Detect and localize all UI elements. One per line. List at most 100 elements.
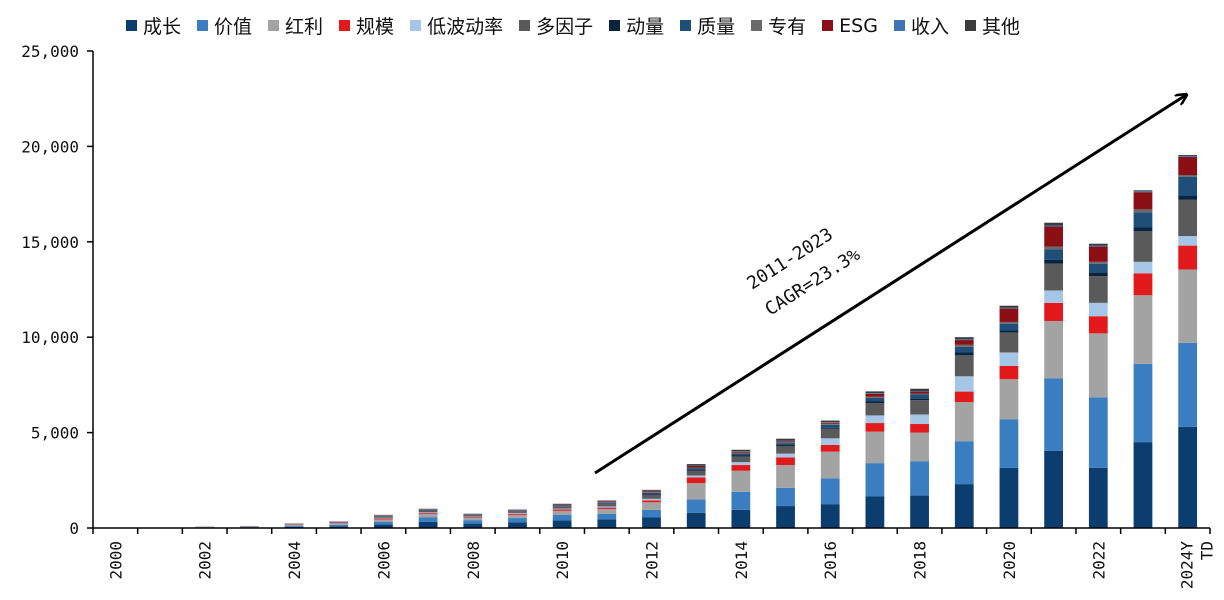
bar-segment bbox=[776, 440, 795, 442]
bar-segment bbox=[552, 504, 572, 506]
trend-arrow bbox=[594, 95, 1186, 475]
bar-segment bbox=[865, 396, 885, 398]
bar-segment bbox=[910, 414, 929, 425]
bar-segment bbox=[954, 340, 974, 345]
legend-label: 价值 bbox=[214, 16, 253, 38]
bar-segment bbox=[999, 321, 1019, 324]
bar-segment bbox=[1088, 397, 1108, 468]
bar-segment bbox=[999, 332, 1019, 353]
bar-segment bbox=[1088, 272, 1108, 277]
bar-segment bbox=[776, 445, 795, 446]
bar-segment bbox=[865, 391, 885, 394]
legend-item: 专有 bbox=[751, 12, 806, 39]
bar-segment bbox=[508, 514, 527, 519]
bar-segment bbox=[865, 423, 885, 432]
bar-segment bbox=[1133, 442, 1153, 528]
legend-swatch bbox=[519, 20, 531, 31]
bar-segment bbox=[329, 523, 349, 525]
y-tick-label: 10,000 bbox=[21, 328, 79, 347]
bar-segment bbox=[552, 509, 572, 511]
bar-segment bbox=[1133, 273, 1153, 296]
bar-segment bbox=[999, 305, 1019, 308]
bar-segment bbox=[552, 520, 572, 528]
legend-swatch bbox=[126, 20, 137, 31]
bar-segment bbox=[731, 449, 751, 452]
bar-segment bbox=[1088, 276, 1108, 303]
bar-segment bbox=[597, 508, 617, 514]
x-tick-label: 2002 bbox=[196, 541, 215, 580]
legend-label: 收入 bbox=[910, 16, 949, 38]
x-tick-label: 2022 bbox=[1089, 541, 1108, 580]
bar-segment bbox=[1044, 378, 1064, 451]
legend-swatch bbox=[822, 20, 834, 31]
bar-segment bbox=[1044, 302, 1064, 321]
legend-swatch bbox=[751, 20, 763, 31]
bar-segment bbox=[597, 507, 617, 509]
bar-segment bbox=[1044, 246, 1064, 250]
bar-segment bbox=[999, 467, 1019, 528]
bar-segment bbox=[374, 519, 393, 522]
bar-segment bbox=[1044, 263, 1064, 291]
bar-segment bbox=[686, 512, 706, 528]
bar-segment bbox=[642, 509, 661, 518]
bar-segment bbox=[954, 344, 974, 347]
bar-segment bbox=[910, 400, 929, 415]
legend-item: 多因子 bbox=[519, 12, 593, 39]
x-tick-label: 2010 bbox=[553, 541, 572, 580]
bar-segment bbox=[776, 438, 795, 441]
bar-segment bbox=[1088, 316, 1108, 334]
bar-segment bbox=[1044, 222, 1064, 226]
bar-segment bbox=[731, 462, 751, 466]
legend-item: 低波动率 bbox=[410, 12, 503, 39]
bar-segment bbox=[418, 514, 438, 518]
bar-segment bbox=[508, 513, 527, 515]
bar-segment bbox=[731, 455, 751, 457]
bar-segment bbox=[999, 308, 1019, 322]
bar-segment bbox=[776, 445, 795, 454]
bar-segment bbox=[910, 391, 929, 394]
bar-segment bbox=[597, 504, 617, 507]
bar-segment bbox=[776, 465, 795, 488]
legend-label: 质量 bbox=[697, 16, 736, 38]
y-tick-label: 0 bbox=[69, 519, 79, 538]
bar-segment bbox=[731, 465, 751, 471]
legend-item: 红利 bbox=[268, 12, 323, 39]
bar-segment bbox=[1133, 212, 1153, 228]
bar-segment bbox=[820, 428, 840, 439]
bar-segment bbox=[910, 393, 929, 395]
bar-segment bbox=[1178, 342, 1198, 427]
bar-segment bbox=[508, 511, 527, 513]
bar-segment bbox=[776, 441, 795, 443]
bar-segment bbox=[1178, 155, 1198, 157]
legend-label: 其他 bbox=[981, 16, 1020, 38]
bar-segment bbox=[1088, 467, 1108, 528]
legend-label: 低波动率 bbox=[427, 16, 504, 38]
legend: 成长 价值 红利 规模 低波动率 多因子 动量 质量 专有 ESG 收入 其他 bbox=[126, 12, 1036, 39]
bar-segment bbox=[1088, 333, 1108, 398]
bar-segment bbox=[508, 522, 527, 528]
bar-segment bbox=[999, 419, 1019, 468]
bar-segment bbox=[910, 432, 929, 462]
bar-segment bbox=[820, 422, 840, 424]
bar-segment bbox=[552, 508, 572, 510]
bar-segment bbox=[954, 346, 974, 353]
bar-segment bbox=[686, 464, 706, 466]
bar-segment bbox=[820, 422, 840, 423]
y-tick-label: 20,000 bbox=[21, 137, 79, 156]
legend-item: 质量 bbox=[680, 12, 735, 39]
bar-segment bbox=[374, 518, 393, 520]
legend-label: 多因子 bbox=[536, 16, 594, 38]
bar-segment bbox=[776, 506, 795, 528]
bar-segment bbox=[1133, 192, 1153, 210]
legend-label: 成长 bbox=[143, 16, 182, 38]
bar-segment bbox=[1178, 236, 1198, 246]
bar-segment bbox=[999, 352, 1019, 366]
x-tick-label: 2006 bbox=[374, 541, 393, 580]
bar-segment bbox=[642, 502, 661, 510]
bar-segment bbox=[999, 323, 1019, 331]
bar-segment bbox=[374, 524, 393, 528]
legend-swatch bbox=[609, 20, 621, 31]
bar-segment bbox=[1133, 363, 1153, 443]
bar-segment bbox=[999, 330, 1019, 333]
legend-item: 收入 bbox=[893, 12, 949, 39]
